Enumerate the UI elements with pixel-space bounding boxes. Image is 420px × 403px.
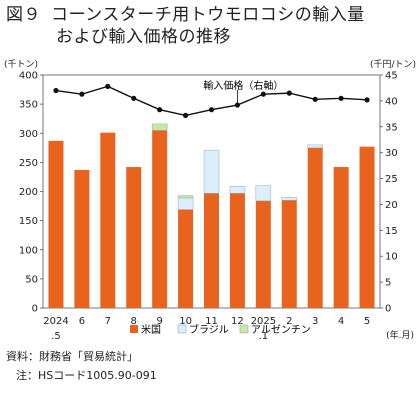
price-point <box>105 83 111 89</box>
x-tick-label: 2024 <box>43 316 68 327</box>
bar-segment-argentina <box>151 123 168 131</box>
legend-label: ブラジル <box>189 323 229 336</box>
bar-segment-usa <box>152 130 168 308</box>
x-tick-label: .5 <box>51 331 61 342</box>
price-point <box>53 87 59 94</box>
bar-segment-usa <box>255 200 271 308</box>
right-axis-unit: (千円/トン) <box>370 59 416 70</box>
right-tick-label: 0 <box>385 304 391 315</box>
left-tick-label: 250 <box>19 158 38 169</box>
price-line: 輸入価格（右軸） <box>53 79 370 118</box>
chart-axes: 0501001502002503003504000510152025303540… <box>4 59 416 342</box>
bar-segment-brazil <box>281 197 298 201</box>
left-tick-label: 200 <box>19 187 38 198</box>
x-tick-label: 7 <box>105 316 111 327</box>
price-point <box>79 91 85 97</box>
right-tick-label: 30 <box>385 148 398 159</box>
left-tick-label: 100 <box>19 245 38 256</box>
price-point <box>234 102 241 108</box>
left-tick-label: 50 <box>25 274 38 285</box>
legend-label: アルゼンチン <box>251 324 311 336</box>
price-point <box>182 112 189 118</box>
bar-segment-usa <box>229 193 245 308</box>
bar-segment-usa <box>281 200 297 308</box>
chart-title: 図９ コーンスターチ用トウモロコシの輸入量 および輸入価格の推移 <box>6 4 365 48</box>
right-tick-label: 40 <box>385 96 398 107</box>
bar-segment-brazil <box>255 185 272 202</box>
bar-segment-usa <box>48 140 64 308</box>
bar-segment-brazil <box>203 149 220 194</box>
left-axis-unit: (千トン) <box>4 59 38 70</box>
price-point <box>286 90 292 96</box>
title-line-2: および輸入価格の推移 <box>56 27 231 47</box>
x-tick-label: 8 <box>131 316 137 327</box>
bar-segment-brazil <box>229 186 246 194</box>
x-axis-unit: (年.月) <box>386 329 414 341</box>
x-tick-label: 12 <box>231 316 244 327</box>
right-tick-label: 45 <box>385 71 398 82</box>
source-notes: 資料：財務省「貿易統計」 注：HSコード1005.90-091 <box>6 347 157 385</box>
legend-swatch <box>130 325 138 333</box>
left-tick-label: 400 <box>19 71 38 82</box>
price-point <box>364 97 370 103</box>
left-tick-label: 150 <box>19 216 38 227</box>
x-tick-label: 3 <box>312 316 318 327</box>
left-tick-label: 0 <box>32 304 38 315</box>
x-tick-label: 2 <box>286 316 292 327</box>
bar-segment-usa <box>178 209 194 308</box>
right-tick-label: 10 <box>385 252 398 263</box>
bar-segment-usa <box>126 167 142 308</box>
price-point <box>131 95 137 101</box>
source-text: 資料：財務省「貿易統計」 <box>6 350 138 363</box>
x-tick-label: 6 <box>79 316 85 327</box>
price-point <box>260 91 266 97</box>
bar-segment-brazil <box>177 197 194 210</box>
right-tick-label: 15 <box>385 226 398 237</box>
price-line-label: 輸入価格（右軸） <box>203 79 283 92</box>
bar-segment-brazil <box>307 144 323 149</box>
bar-segment-usa <box>74 169 90 308</box>
title-line-1: コーンスターチ用トウモロコシの輸入量 <box>51 5 365 25</box>
right-tick-label: 20 <box>385 200 398 211</box>
x-tick-label: 11 <box>205 316 218 327</box>
left-tick-label: 350 <box>19 100 38 111</box>
figure-number: 図９ <box>6 5 41 25</box>
right-tick-label: 35 <box>385 122 398 133</box>
right-tick-label: 25 <box>385 174 398 185</box>
x-tick-label: 2025 <box>251 316 276 327</box>
note-text: 注：HSコード1005.90-091 <box>16 369 157 382</box>
bar-segment-usa <box>359 146 375 308</box>
x-tick-label: 5 <box>364 316 370 327</box>
bar-segment-usa <box>333 167 349 308</box>
bar-segment-usa <box>100 132 116 308</box>
x-tick-label: .1 <box>259 331 269 342</box>
price-point <box>338 95 344 101</box>
bar-segment-usa <box>204 193 219 308</box>
price-point <box>208 107 215 113</box>
bar-segment-usa <box>307 147 323 308</box>
legend-swatch <box>177 324 187 334</box>
bar-segment-argentina <box>177 195 194 199</box>
right-tick-label: 5 <box>385 278 391 289</box>
price-point <box>157 107 163 113</box>
legend: 米国 ブラジル アルゼンチン <box>130 323 311 336</box>
legend-label: 米国 <box>141 323 161 336</box>
chart-bars <box>48 123 375 308</box>
x-tick-label: 10 <box>179 316 192 327</box>
x-tick-label: 4 <box>338 316 344 327</box>
legend-swatch <box>239 324 249 334</box>
price-point <box>312 96 318 102</box>
left-tick-label: 300 <box>19 129 38 140</box>
x-tick-label: 9 <box>156 316 162 327</box>
